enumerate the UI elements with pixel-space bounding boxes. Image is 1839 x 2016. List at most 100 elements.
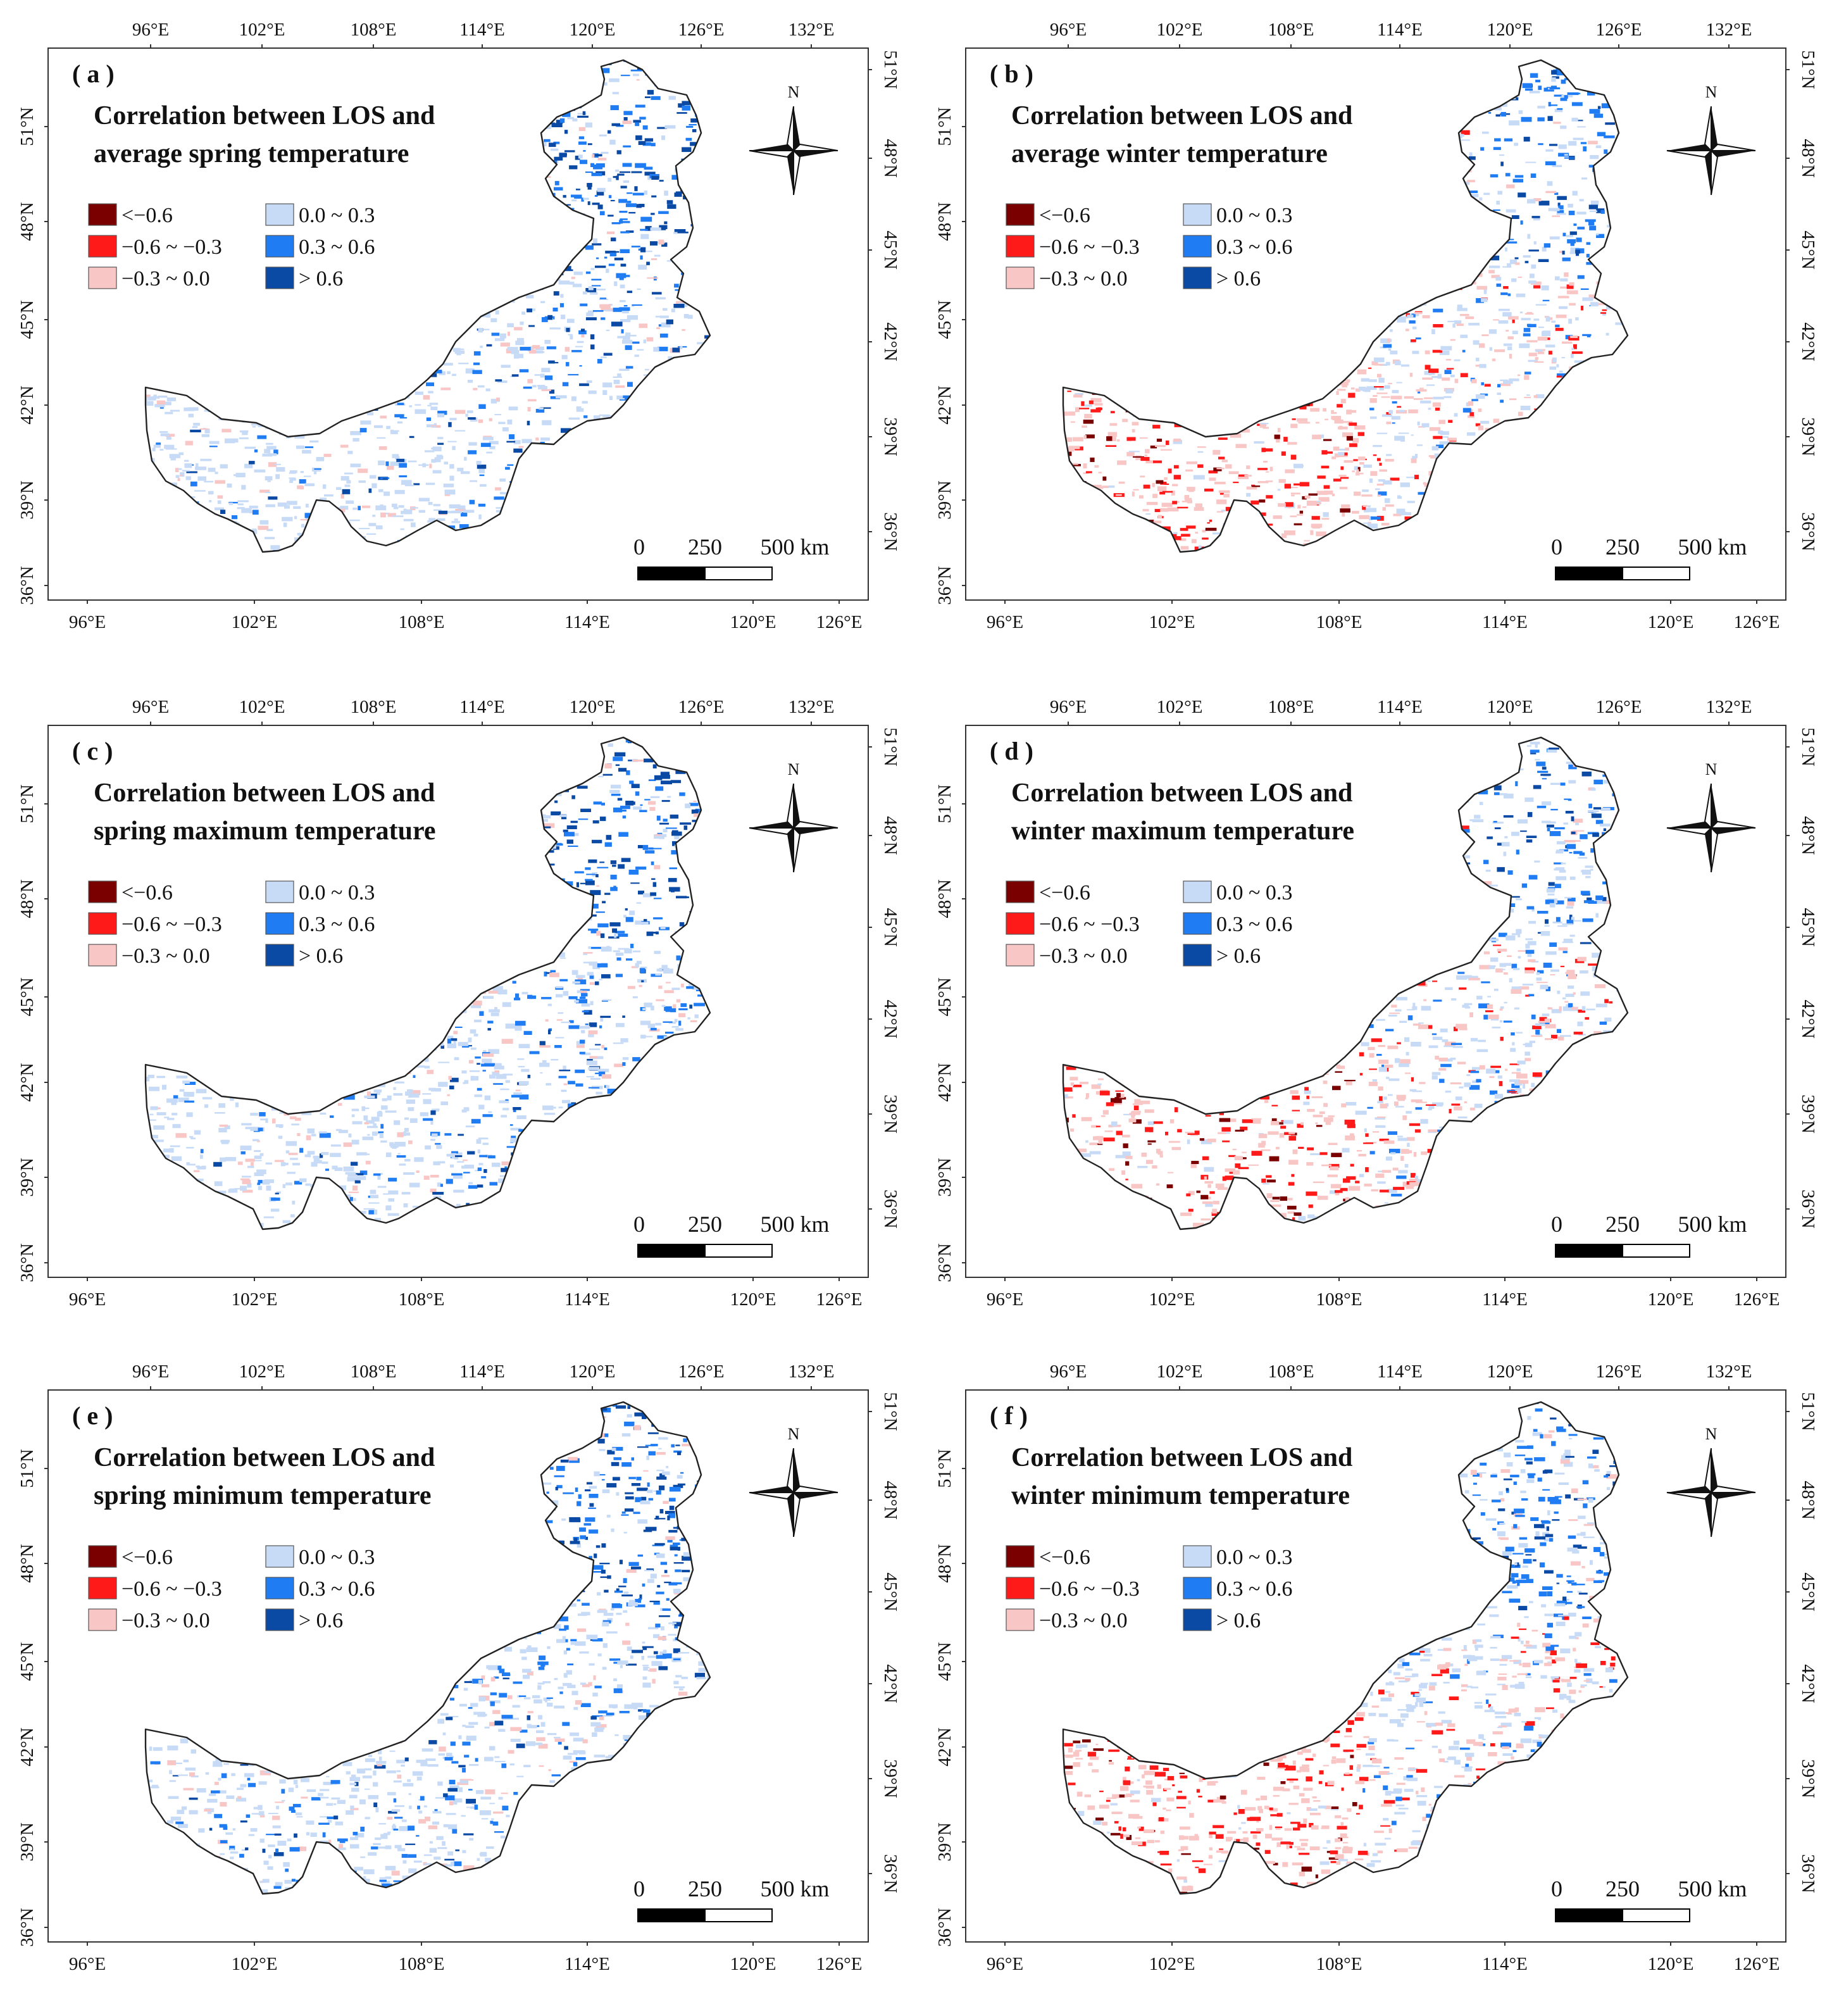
bottom-lon-label: 126°E xyxy=(1734,1954,1780,1974)
top-lon-label: 102°E xyxy=(1157,20,1203,40)
legend-swatch-neg_weak xyxy=(1006,944,1034,966)
legend-label: 0.0 ~ 0.3 xyxy=(1216,204,1292,227)
legend-swatch-neg_weak xyxy=(1006,267,1034,289)
top-lon-label: 108°E xyxy=(1268,697,1314,717)
left-lat-label: 42°N xyxy=(935,1727,955,1767)
legend-label: −0.6 ~ −0.3 xyxy=(1039,1577,1140,1601)
right-lat-label: 51°N xyxy=(1798,50,1818,89)
right-lat-label: 42°N xyxy=(880,999,901,1039)
top-lon-label: 120°E xyxy=(1487,697,1533,717)
scale-label: 250 xyxy=(1605,1876,1640,1901)
left-lat-label: 48°N xyxy=(17,202,37,241)
legend-label: 0.3 ~ 0.6 xyxy=(299,235,375,259)
top-lon-label: 96°E xyxy=(132,1362,169,1382)
legend-swatch-pos_weak xyxy=(1183,881,1211,903)
legend-label: −0.6 ~ −0.3 xyxy=(122,913,222,936)
legend-swatch-pos_strong xyxy=(266,1609,294,1631)
legend-swatch-pos_mid xyxy=(1183,913,1211,934)
left-lat-label: 42°N xyxy=(17,1063,37,1102)
bottom-lon-label: 126°E xyxy=(816,1954,863,1974)
legend-label: −0.3 ~ 0.0 xyxy=(122,944,210,968)
bottom-lon-label: 114°E xyxy=(564,1289,610,1310)
legend-swatch-neg_weak xyxy=(89,267,116,289)
legend-label: 0.3 ~ 0.6 xyxy=(1216,913,1292,936)
top-lon-label: 126°E xyxy=(1596,697,1642,717)
top-lon-label: 114°E xyxy=(459,1362,505,1382)
bottom-lon-label: 102°E xyxy=(232,612,278,632)
panel-letter: ( e ) xyxy=(72,1401,113,1430)
left-lat-label: 51°N xyxy=(17,784,37,823)
legend-swatch-pos_weak xyxy=(1183,204,1211,225)
bottom-lon-label: 108°E xyxy=(399,1289,445,1310)
legend-swatch-neg_strong xyxy=(89,881,116,903)
left-lat-label: 36°N xyxy=(935,1243,955,1282)
bottom-lon-label: 102°E xyxy=(1149,612,1195,632)
top-lon-label: 114°E xyxy=(1377,1362,1423,1382)
scale-label: 0 xyxy=(633,1876,645,1901)
legend-swatch-neg_mid xyxy=(89,235,116,257)
bottom-lon-label: 108°E xyxy=(1316,1289,1362,1310)
top-lon-label: 114°E xyxy=(459,697,505,717)
right-lat-label: 39°N xyxy=(880,1759,901,1798)
legend-label: −0.6 ~ −0.3 xyxy=(122,235,222,259)
scale-label: 500 km xyxy=(760,1876,829,1901)
panel-title-line1: Correlation between LOS and xyxy=(1011,1443,1352,1472)
left-lat-label: 51°N xyxy=(935,784,955,823)
right-lat-label: 39°N xyxy=(880,1094,901,1134)
legend-label: <−0.6 xyxy=(1039,1546,1090,1569)
top-lon-label: 96°E xyxy=(1050,1362,1087,1382)
scale-label: 0 xyxy=(633,1211,645,1237)
top-lon-label: 96°E xyxy=(1050,20,1087,40)
top-lon-label: 126°E xyxy=(678,20,725,40)
bottom-lon-label: 96°E xyxy=(987,1954,1023,1974)
bottom-lon-label: 108°E xyxy=(399,612,445,632)
left-lat-label: 45°N xyxy=(17,300,37,339)
right-lat-label: 42°N xyxy=(880,1664,901,1703)
panel-title-line2: average spring temperature xyxy=(94,139,409,168)
legend-swatch-pos_strong xyxy=(1183,944,1211,966)
scale-label: 500 km xyxy=(1678,1876,1747,1901)
top-lon-label: 132°E xyxy=(789,20,835,40)
legend-swatch-pos_mid xyxy=(266,235,294,257)
right-lat-label: 39°N xyxy=(880,417,901,456)
bottom-lon-label: 114°E xyxy=(1482,1954,1528,1974)
left-lat-label: 45°N xyxy=(935,1642,955,1681)
right-lat-label: 48°N xyxy=(1798,816,1818,855)
top-lon-label: 108°E xyxy=(1268,20,1314,40)
legend-label: 0.0 ~ 0.3 xyxy=(299,204,375,227)
panel-title-line2: average winter temperature xyxy=(1011,139,1328,168)
right-lat-label: 39°N xyxy=(1798,1759,1818,1798)
left-lat-label: 45°N xyxy=(17,977,37,1017)
scale-label: 250 xyxy=(688,1876,722,1901)
top-lon-label: 126°E xyxy=(1596,20,1642,40)
top-lon-label: 120°E xyxy=(570,697,616,717)
bottom-lon-label: 120°E xyxy=(730,1954,776,1974)
bottom-lon-label: 96°E xyxy=(69,1289,106,1310)
panel-title-line2: winter maximum temperature xyxy=(1011,817,1354,846)
top-lon-label: 120°E xyxy=(570,1362,616,1382)
bottom-lon-label: 96°E xyxy=(69,1954,106,1974)
left-lat-label: 42°N xyxy=(17,385,37,425)
left-lat-label: 51°N xyxy=(935,107,955,146)
top-lon-label: 108°E xyxy=(351,697,397,717)
right-lat-label: 48°N xyxy=(1798,139,1818,178)
right-lat-label: 36°N xyxy=(1798,1854,1818,1893)
right-lat-label: 39°N xyxy=(1798,1094,1818,1134)
left-lat-label: 39°N xyxy=(17,1822,37,1862)
panel-letter: ( b ) xyxy=(990,59,1033,88)
top-lon-label: 132°E xyxy=(789,1362,835,1382)
legend-label: 0.3 ~ 0.6 xyxy=(299,913,375,936)
top-lon-label: 96°E xyxy=(132,697,169,717)
north-label: N xyxy=(1705,83,1717,101)
scale-label: 250 xyxy=(1605,1211,1640,1237)
legend-swatch-neg_strong xyxy=(1006,881,1034,903)
bottom-lon-label: 126°E xyxy=(816,1289,863,1310)
